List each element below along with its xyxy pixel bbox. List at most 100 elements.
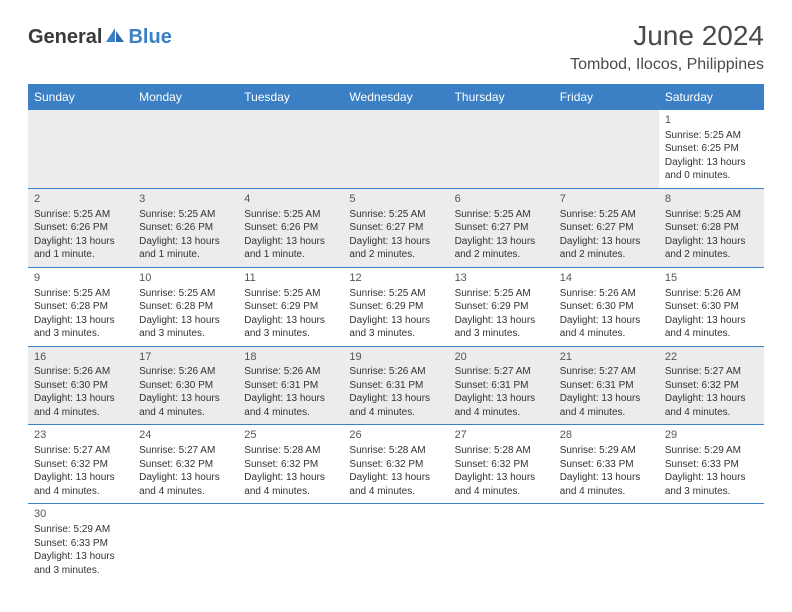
daylight-text: Daylight: 13 hours and 4 minutes. — [560, 471, 653, 498]
day-number: 29 — [665, 428, 758, 443]
calendar-cell: 16Sunrise: 5:26 AMSunset: 6:30 PMDayligh… — [28, 346, 133, 425]
sunrise-text: Sunrise: 5:25 AM — [349, 208, 442, 222]
calendar-cell — [133, 110, 238, 188]
weekday-header: Friday — [554, 84, 659, 110]
calendar-cell — [28, 110, 133, 188]
sunset-text: Sunset: 6:26 PM — [34, 221, 127, 235]
sunset-text: Sunset: 6:27 PM — [455, 221, 548, 235]
calendar-cell — [133, 504, 238, 582]
sunrise-text: Sunrise: 5:25 AM — [34, 208, 127, 222]
sunrise-text: Sunrise: 5:29 AM — [34, 523, 127, 537]
daylight-text: Daylight: 13 hours and 3 minutes. — [34, 550, 127, 577]
day-number: 13 — [455, 271, 548, 286]
daylight-text: Daylight: 13 hours and 1 minute. — [34, 235, 127, 262]
calendar-cell — [238, 110, 343, 188]
daylight-text: Daylight: 13 hours and 0 minutes. — [665, 156, 758, 183]
calendar-cell: 17Sunrise: 5:26 AMSunset: 6:30 PMDayligh… — [133, 346, 238, 425]
daylight-text: Daylight: 13 hours and 3 minutes. — [665, 471, 758, 498]
calendar-cell: 12Sunrise: 5:25 AMSunset: 6:29 PMDayligh… — [343, 267, 448, 346]
calendar-cell: 13Sunrise: 5:25 AMSunset: 6:29 PMDayligh… — [449, 267, 554, 346]
calendar-cell — [554, 110, 659, 188]
daylight-text: Daylight: 13 hours and 4 minutes. — [244, 392, 337, 419]
calendar-cell: 23Sunrise: 5:27 AMSunset: 6:32 PMDayligh… — [28, 425, 133, 504]
calendar-cell: 10Sunrise: 5:25 AMSunset: 6:28 PMDayligh… — [133, 267, 238, 346]
sunrise-text: Sunrise: 5:25 AM — [665, 208, 758, 222]
sunset-text: Sunset: 6:26 PM — [244, 221, 337, 235]
calendar-cell: 26Sunrise: 5:28 AMSunset: 6:32 PMDayligh… — [343, 425, 448, 504]
day-number: 25 — [244, 428, 337, 443]
daylight-text: Daylight: 13 hours and 4 minutes. — [560, 314, 653, 341]
daylight-text: Daylight: 13 hours and 4 minutes. — [34, 471, 127, 498]
day-number: 14 — [560, 271, 653, 286]
header: General Blue June 2024 Tombod, Ilocos, P… — [28, 20, 764, 74]
daylight-text: Daylight: 13 hours and 1 minute. — [139, 235, 232, 262]
sunset-text: Sunset: 6:29 PM — [455, 300, 548, 314]
sunset-text: Sunset: 6:32 PM — [34, 458, 127, 472]
sunset-text: Sunset: 6:25 PM — [665, 142, 758, 156]
sunrise-text: Sunrise: 5:25 AM — [665, 129, 758, 143]
sunrise-text: Sunrise: 5:25 AM — [455, 287, 548, 301]
day-number: 15 — [665, 271, 758, 286]
title-block: June 2024 Tombod, Ilocos, Philippines — [570, 20, 764, 74]
day-number: 8 — [665, 192, 758, 207]
sunset-text: Sunset: 6:28 PM — [139, 300, 232, 314]
sail-icon — [104, 26, 126, 49]
calendar-cell: 19Sunrise: 5:26 AMSunset: 6:31 PMDayligh… — [343, 346, 448, 425]
day-number: 18 — [244, 350, 337, 365]
day-number: 2 — [34, 192, 127, 207]
calendar-cell: 5Sunrise: 5:25 AMSunset: 6:27 PMDaylight… — [343, 188, 448, 267]
sunrise-text: Sunrise: 5:26 AM — [560, 287, 653, 301]
daylight-text: Daylight: 13 hours and 4 minutes. — [455, 471, 548, 498]
day-number: 5 — [349, 192, 442, 207]
calendar-week: 1Sunrise: 5:25 AMSunset: 6:25 PMDaylight… — [28, 110, 764, 188]
sunrise-text: Sunrise: 5:27 AM — [560, 365, 653, 379]
sunset-text: Sunset: 6:32 PM — [349, 458, 442, 472]
sunset-text: Sunset: 6:26 PM — [139, 221, 232, 235]
logo-text-blue: Blue — [128, 26, 171, 49]
daylight-text: Daylight: 13 hours and 3 minutes. — [349, 314, 442, 341]
sunrise-text: Sunrise: 5:25 AM — [244, 208, 337, 222]
sunrise-text: Sunrise: 5:28 AM — [455, 444, 548, 458]
daylight-text: Daylight: 13 hours and 4 minutes. — [455, 392, 548, 419]
calendar-cell: 30Sunrise: 5:29 AMSunset: 6:33 PMDayligh… — [28, 504, 133, 582]
day-number: 22 — [665, 350, 758, 365]
calendar-week: 23Sunrise: 5:27 AMSunset: 6:32 PMDayligh… — [28, 425, 764, 504]
day-number: 12 — [349, 271, 442, 286]
sunset-text: Sunset: 6:27 PM — [349, 221, 442, 235]
sunset-text: Sunset: 6:32 PM — [455, 458, 548, 472]
sunrise-text: Sunrise: 5:25 AM — [139, 287, 232, 301]
page-title: June 2024 — [570, 20, 764, 52]
sunrise-text: Sunrise: 5:28 AM — [244, 444, 337, 458]
sunset-text: Sunset: 6:33 PM — [665, 458, 758, 472]
sunrise-text: Sunrise: 5:25 AM — [560, 208, 653, 222]
daylight-text: Daylight: 13 hours and 2 minutes. — [560, 235, 653, 262]
weekday-header: Tuesday — [238, 84, 343, 110]
sunset-text: Sunset: 6:28 PM — [34, 300, 127, 314]
calendar-cell: 15Sunrise: 5:26 AMSunset: 6:30 PMDayligh… — [659, 267, 764, 346]
sunrise-text: Sunrise: 5:26 AM — [244, 365, 337, 379]
calendar-cell: 11Sunrise: 5:25 AMSunset: 6:29 PMDayligh… — [238, 267, 343, 346]
calendar-cell: 29Sunrise: 5:29 AMSunset: 6:33 PMDayligh… — [659, 425, 764, 504]
sunrise-text: Sunrise: 5:28 AM — [349, 444, 442, 458]
sunset-text: Sunset: 6:31 PM — [455, 379, 548, 393]
location: Tombod, Ilocos, Philippines — [570, 56, 764, 74]
sunset-text: Sunset: 6:30 PM — [34, 379, 127, 393]
sunset-text: Sunset: 6:30 PM — [139, 379, 232, 393]
calendar-body: 1Sunrise: 5:25 AMSunset: 6:25 PMDaylight… — [28, 110, 764, 582]
calendar-cell: 4Sunrise: 5:25 AMSunset: 6:26 PMDaylight… — [238, 188, 343, 267]
day-number: 11 — [244, 271, 337, 286]
sunrise-text: Sunrise: 5:26 AM — [665, 287, 758, 301]
sunrise-text: Sunrise: 5:27 AM — [455, 365, 548, 379]
sunset-text: Sunset: 6:30 PM — [560, 300, 653, 314]
day-number: 7 — [560, 192, 653, 207]
sunrise-text: Sunrise: 5:26 AM — [139, 365, 232, 379]
logo: General Blue — [28, 26, 172, 49]
daylight-text: Daylight: 13 hours and 3 minutes. — [139, 314, 232, 341]
calendar-cell: 2Sunrise: 5:25 AMSunset: 6:26 PMDaylight… — [28, 188, 133, 267]
sunset-text: Sunset: 6:29 PM — [349, 300, 442, 314]
logo-text-general: General — [28, 26, 102, 49]
calendar-cell — [343, 504, 448, 582]
calendar-header: SundayMondayTuesdayWednesdayThursdayFrid… — [28, 84, 764, 110]
sunrise-text: Sunrise: 5:25 AM — [455, 208, 548, 222]
calendar-cell — [554, 504, 659, 582]
